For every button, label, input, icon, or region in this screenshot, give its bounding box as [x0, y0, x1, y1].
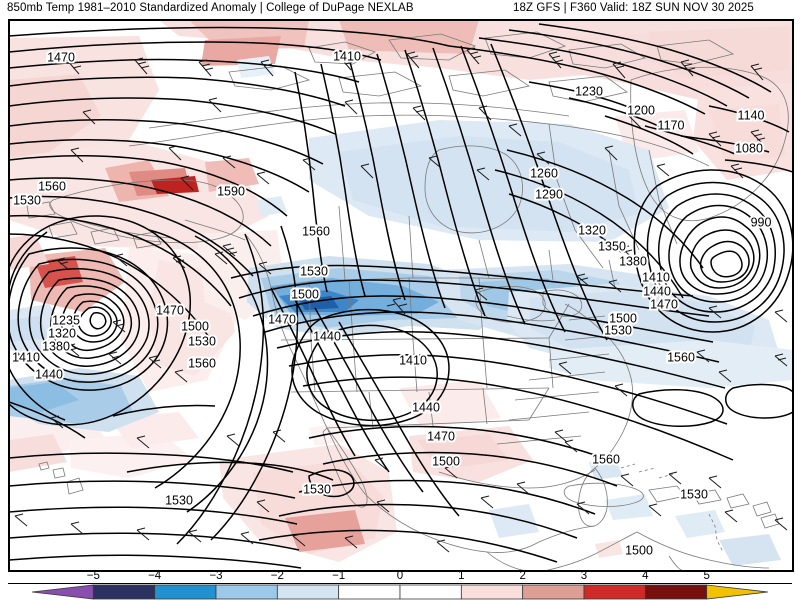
colorbar-tick-label: −2	[270, 570, 284, 582]
contour-label: 1470	[156, 303, 184, 317]
contour-label: 1350	[598, 239, 626, 253]
colorbar-tick-label: 2	[519, 570, 526, 582]
colorbar-tick-label: −5	[86, 570, 100, 582]
colorbar: −5 −4 −3 −2 −1 0 1 2 3 4 5	[0, 570, 800, 600]
colorbar-swatches	[31, 584, 769, 600]
contour-label: 1440	[412, 400, 440, 414]
colorbar-tick-label: 3	[580, 570, 588, 582]
contour-label: 1260	[530, 166, 558, 180]
map-canvas[interactable]: 1470 1410 1230 1200 1170 1140 1080 1560 1530 1590…	[8, 19, 794, 572]
contour-label: 1500	[181, 319, 209, 333]
colorbar-tick-label: 1	[458, 570, 465, 582]
contour-label: 1320	[48, 326, 76, 340]
wind-barbs	[14, 47, 788, 553]
colorbar-segment	[215, 584, 278, 600]
contour-label: 1530	[13, 193, 41, 207]
contour-label: 1530	[680, 487, 708, 501]
contour-label: 1170	[658, 118, 685, 132]
contour-label: 1440	[643, 284, 671, 298]
contour-label: 1470	[268, 312, 296, 326]
contour-label: 1080	[735, 141, 763, 155]
colorbar-tick-label: −3	[209, 570, 223, 582]
contour-label: 1470	[650, 297, 678, 311]
colorbar-tick-label: 0	[396, 570, 404, 582]
colorbar-segment	[706, 584, 769, 600]
contour-label: 1560	[38, 179, 66, 193]
contour-label: 1470	[47, 50, 75, 64]
colorbar-segment	[338, 584, 401, 600]
contour-label: 1230	[575, 84, 603, 98]
colorbar-tick-label: −1	[332, 570, 346, 582]
contour-label: 1410	[399, 353, 427, 367]
colorbar-segment	[276, 584, 340, 600]
contour-label: 1530	[300, 264, 328, 278]
contour-label: 1590	[217, 184, 245, 198]
geography-outlines	[26, 31, 789, 571]
contour-label: 1500	[291, 287, 319, 301]
contour-label: 1410	[12, 350, 40, 364]
warm-anomaly-shading	[9, 20, 793, 564]
colorbar-segment	[31, 584, 94, 600]
contour-label: 1530	[604, 323, 632, 337]
page-header: 850mb Temp 1981–2010 Standardized Anomal…	[0, 0, 800, 19]
contour-label: 1440	[35, 367, 63, 381]
contour-label: 1470	[427, 429, 455, 443]
contour-label: 1530	[188, 334, 216, 348]
model-valid-time: 18Z GFS | F360 Valid: 18Z SUN NOV 30 202…	[513, 2, 754, 14]
colorbar-segment	[92, 584, 156, 600]
colorbar-segment	[522, 584, 585, 600]
colorbar-tick-labels: −5 −4 −3 −2 −1 0 1 2 3 4 5	[0, 570, 800, 584]
colorbar-segment	[154, 584, 217, 600]
contour-label: 1500	[609, 311, 637, 325]
colorbar-segment	[583, 584, 646, 600]
contour-label: 1530	[165, 493, 193, 507]
colorbar-tick-label: 5	[703, 570, 710, 582]
colorbar-tick-label: 4	[642, 570, 649, 582]
contour-label: 1380	[619, 254, 647, 268]
contour-label: 1530	[303, 482, 331, 496]
contour-label: 1380	[42, 339, 70, 353]
contour-label: 1410	[333, 49, 361, 63]
contour-label: 1560	[188, 356, 216, 370]
contour-label: 1235	[52, 313, 80, 327]
contour-label: 1200	[627, 103, 655, 117]
contour-label: 1440	[313, 329, 341, 343]
contour-label: 1560	[592, 452, 620, 466]
colorbar-segment	[460, 584, 524, 600]
map-graphic: 1470 141012301200117011401080156015301590…	[9, 20, 793, 571]
contour-label: 1140	[738, 108, 765, 122]
contour-label: 1500	[432, 454, 460, 468]
page-title: 850mb Temp 1981–2010 Standardized Anomal…	[7, 2, 414, 14]
contour-label: 1560	[302, 224, 330, 238]
height-contours	[9, 23, 793, 569]
contour-label: 1320	[578, 223, 606, 237]
contour-label: 1410	[642, 270, 670, 284]
colorbar-segment	[644, 584, 708, 600]
contour-label: 1560	[667, 350, 695, 364]
contour-label: 990	[751, 215, 772, 229]
colorbar-segment	[399, 584, 462, 600]
contour-label: 1290	[535, 187, 563, 201]
contour-labels: 1470 141012301200117011401080156015301590…	[10, 47, 773, 559]
colorbar-tick-label: −4	[148, 570, 162, 582]
colorbar-axis-line	[8, 583, 792, 584]
contour-label: 1500	[625, 543, 653, 557]
